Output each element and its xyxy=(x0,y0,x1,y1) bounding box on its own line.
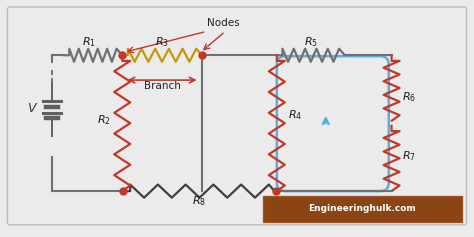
Bar xyxy=(263,196,462,222)
Text: $R_1$: $R_1$ xyxy=(82,35,96,49)
Text: Engineeringhulk.com: Engineeringhulk.com xyxy=(308,204,416,213)
Text: Branch: Branch xyxy=(144,81,181,91)
Text: $R_8$: $R_8$ xyxy=(192,194,207,208)
Text: $R_2$: $R_2$ xyxy=(97,113,110,127)
FancyBboxPatch shape xyxy=(8,7,466,225)
Text: $R_7$: $R_7$ xyxy=(402,149,416,163)
Text: $R_5$: $R_5$ xyxy=(304,35,318,49)
Text: $R_4$: $R_4$ xyxy=(288,109,302,122)
Text: $R_3$: $R_3$ xyxy=(155,35,169,49)
Text: $R_6$: $R_6$ xyxy=(402,91,416,104)
Text: Nodes: Nodes xyxy=(207,18,239,28)
Text: V: V xyxy=(27,102,35,115)
